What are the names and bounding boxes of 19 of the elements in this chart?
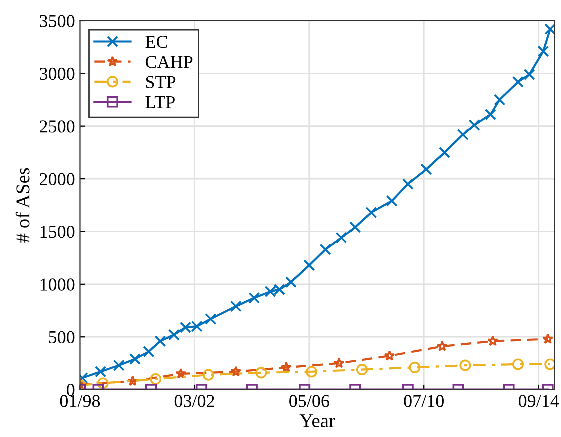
y-axis-title: # of ASes bbox=[16, 168, 30, 243]
y-tick-label: 2000 bbox=[40, 173, 75, 186]
y-tick-label: 1000 bbox=[40, 278, 75, 291]
x-tick-label: 05/06 bbox=[290, 395, 330, 408]
x-tick-label: 01/98 bbox=[60, 395, 100, 408]
y-tick-label: 2500 bbox=[40, 120, 75, 133]
y-tick-label: 0 bbox=[67, 384, 75, 396]
x-axis-title: Year bbox=[300, 414, 336, 428]
y-tick-label: 1500 bbox=[40, 226, 75, 238]
x-tick-label: 07/10 bbox=[404, 395, 444, 408]
legend-label: LTP bbox=[146, 96, 175, 108]
y-tick-label: 3000 bbox=[40, 68, 75, 80]
legend-label: CAHP bbox=[146, 56, 193, 68]
y-tick-label: 3500 bbox=[40, 15, 75, 28]
y-tick-label: 500 bbox=[49, 331, 75, 344]
x-tick-label: 09/14 bbox=[518, 395, 560, 408]
legend-label: EC bbox=[146, 36, 168, 48]
legend-label: STP bbox=[146, 76, 176, 88]
x-tick-label: 03/02 bbox=[174, 395, 214, 408]
